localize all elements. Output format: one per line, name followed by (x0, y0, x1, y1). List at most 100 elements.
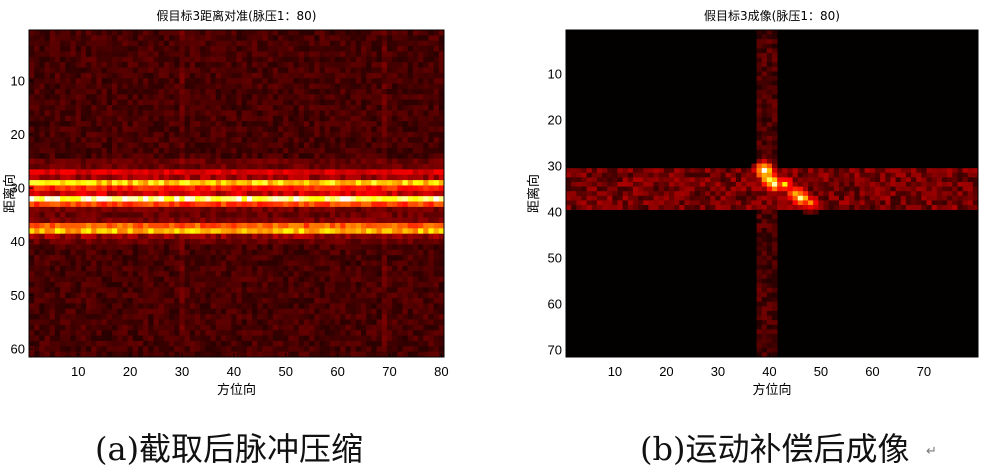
heatmap-cell (91, 266, 97, 272)
heatmap-cell (257, 110, 263, 116)
heatmap-cell (174, 202, 180, 208)
heatmap-cell (325, 346, 331, 352)
heatmap-cell (45, 148, 51, 154)
heatmap-cell (288, 271, 294, 277)
heatmap-cell (143, 207, 149, 213)
heatmap-cell (294, 207, 300, 213)
heatmap-cell (200, 282, 206, 288)
heatmap-cell (71, 126, 77, 132)
heatmap-cell (81, 126, 87, 132)
heatmap-cell (200, 110, 206, 116)
heatmap-cell (143, 46, 149, 52)
heatmap-cell (45, 212, 51, 218)
heatmap-cell (351, 255, 357, 261)
heatmap-cell (403, 94, 409, 100)
heatmap-cell (128, 212, 134, 218)
heatmap-cell (169, 73, 175, 79)
heatmap-cell (397, 319, 403, 325)
heatmap-cell (237, 287, 243, 293)
heatmap-cell (231, 325, 237, 331)
heatmap-cell (86, 51, 92, 57)
heatmap-cell (273, 191, 279, 197)
heatmap-cell (185, 266, 191, 272)
heatmap-cell (76, 94, 82, 100)
heatmap-cell (772, 94, 778, 99)
heatmap-cell (237, 94, 243, 100)
heatmap-cell (91, 202, 97, 208)
heatmap-cell (29, 68, 35, 74)
heatmap-cell (185, 303, 191, 309)
heatmap-cell (377, 100, 383, 106)
heatmap-cell (86, 271, 92, 277)
heatmap-cell (102, 234, 108, 240)
heatmap-cell (356, 89, 362, 95)
heatmap-cell (34, 250, 40, 256)
heatmap-cell (257, 212, 263, 218)
heatmap-cell (60, 191, 66, 197)
heatmap-cell (50, 41, 56, 47)
heatmap-cell (288, 84, 294, 90)
heatmap-cell (304, 57, 310, 63)
heatmap-cell (288, 255, 294, 261)
heatmap-cell (377, 255, 383, 261)
heatmap-cell (335, 346, 341, 352)
heatmap-cell (154, 218, 160, 224)
heatmap-cell (50, 330, 56, 336)
y-tick-label: 50 (11, 288, 25, 303)
heatmap-cell (397, 330, 403, 336)
heatmap-cell (299, 303, 305, 309)
heatmap-cell (366, 336, 372, 342)
heatmap-cell (387, 298, 393, 304)
heatmap-cell (273, 282, 279, 288)
heatmap-cell (294, 261, 300, 267)
heatmap-cell (138, 180, 144, 186)
heatmap-cell (138, 132, 144, 138)
heatmap-cell (273, 105, 279, 111)
heatmap-cell (143, 105, 149, 111)
heatmap-cell (356, 159, 362, 165)
heatmap-cell (226, 277, 232, 283)
heatmap-cell (81, 303, 87, 309)
heatmap-cell (107, 282, 113, 288)
heatmap-cell (154, 73, 160, 79)
heatmap-cell (81, 287, 87, 293)
heatmap-cell (195, 271, 201, 277)
heatmap-cell (283, 255, 289, 261)
heatmap-cell (91, 346, 97, 352)
heatmap-cell (86, 78, 92, 84)
heatmap-cell (242, 261, 248, 267)
heatmap-cell (39, 239, 45, 245)
heatmap-cell (107, 159, 113, 165)
heatmap-cell (174, 325, 180, 331)
heatmap-cell (330, 207, 336, 213)
heatmap-cell (408, 239, 414, 245)
heatmap-cell (179, 346, 185, 352)
heatmap-cell (242, 244, 248, 250)
heatmap-cell (392, 277, 398, 283)
heatmap-cell (767, 53, 773, 58)
heatmap-cell (320, 116, 326, 122)
heatmap-cell (247, 228, 253, 234)
heatmap-cell (216, 314, 222, 320)
heatmap-cell (403, 287, 409, 293)
heatmap-cell (226, 100, 232, 106)
heatmap-cell (330, 94, 336, 100)
heatmap-cell (96, 346, 102, 352)
heatmap-cell (122, 57, 128, 63)
heatmap-cell (226, 261, 232, 267)
heatmap-cell (247, 314, 253, 320)
heatmap-cell (242, 137, 248, 143)
heatmap-cell (91, 51, 97, 57)
heatmap-cell (138, 239, 144, 245)
heatmap-cell (91, 68, 97, 74)
heatmap-cell (195, 110, 201, 116)
heatmap-cell (71, 30, 77, 36)
heatmap-cell (226, 298, 232, 304)
heatmap-cell (174, 287, 180, 293)
heatmap-cell (133, 94, 139, 100)
heatmap-cell (200, 234, 206, 240)
heatmap-cell (91, 41, 97, 47)
heatmap-cell (96, 266, 102, 272)
heatmap-cell (185, 277, 191, 283)
heatmap-cell (413, 202, 419, 208)
